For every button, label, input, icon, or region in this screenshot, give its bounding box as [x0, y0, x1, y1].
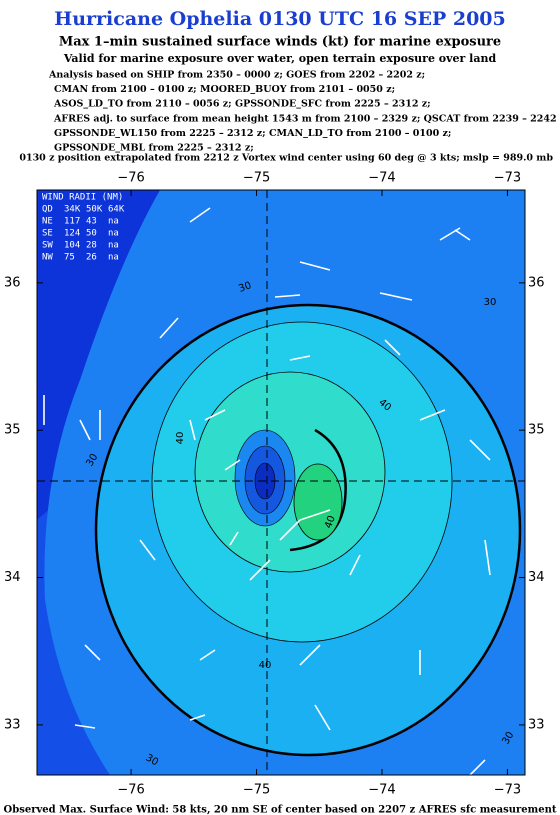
x-tick-label: −75 — [243, 783, 270, 798]
contour-label: 40 — [259, 660, 272, 671]
wind-vector — [229, 531, 239, 546]
wind-vector — [439, 227, 461, 241]
radii-cell: NE — [42, 217, 53, 227]
y-tick-label: 35 — [528, 423, 545, 438]
wind-vector — [84, 644, 101, 661]
radii-cell: 28 — [86, 241, 97, 251]
x-tick-label: −74 — [368, 783, 395, 798]
radii-cell: QD — [42, 205, 53, 215]
x-tick-label: −75 — [243, 171, 270, 186]
wind-vector — [484, 539, 491, 576]
wind-vector — [289, 355, 311, 361]
wind-vector — [299, 261, 331, 271]
wind-vector — [299, 509, 331, 521]
radii-title: WIND RADII (NM) — [42, 193, 123, 203]
wind-vector — [299, 644, 321, 666]
map-area — [37, 190, 525, 775]
radii-cell: 117 — [64, 217, 80, 227]
wind-vector — [139, 539, 156, 561]
wind-vector — [454, 229, 471, 241]
wind-vector — [279, 519, 301, 541]
y-tick-label: 33 — [528, 717, 545, 732]
radii-cell: 50K — [86, 205, 103, 215]
y-tick-label: 33 — [4, 717, 21, 732]
wind-vector — [379, 292, 413, 301]
radii-cell: SE — [42, 229, 53, 239]
radii-cell: 104 — [64, 241, 80, 251]
frame — [36, 189, 526, 776]
wind-vector — [79, 419, 91, 441]
y-tick-label: 35 — [4, 423, 21, 438]
wind-vector — [349, 554, 361, 576]
contour-label: 40 — [175, 432, 186, 445]
x-tick-label: −76 — [117, 171, 144, 186]
contour-50-thick — [289, 428, 347, 552]
radii-cell: 64K — [108, 205, 125, 215]
contour-label: 40 — [323, 514, 338, 530]
wind-vector — [189, 714, 206, 721]
radii-cell: 124 — [64, 229, 80, 239]
wind-vector — [469, 759, 486, 775]
x-tick-label: −73 — [494, 783, 521, 798]
radii-cell: 50 — [86, 229, 97, 239]
validity: Valid for marine exposure over water, op… — [63, 52, 497, 65]
radii-cell: SW — [42, 241, 53, 251]
wind-vector — [199, 649, 216, 661]
wind-vector — [159, 317, 179, 339]
radii-cell: 75 — [64, 253, 75, 263]
footer: Observed Max. Surface Wind: 58 kts, 20 n… — [4, 805, 557, 815]
title: Hurricane Ophelia 0130 UTC 16 SEP 2005 — [54, 8, 505, 30]
analysis-line: Analysis based on SHIP from 2350 – 0000 … — [48, 70, 425, 81]
y-tick-label: 36 — [4, 275, 21, 290]
y-tick-label: 36 — [528, 275, 545, 290]
x-tick-label: −73 — [494, 171, 521, 186]
contour-55 — [293, 463, 343, 541]
radii-cell: na — [108, 217, 119, 227]
analysis-line: AFRES adj. to surface from mean height 1… — [53, 113, 560, 124]
position-note: 0130 z position extrapolated from 2212 z… — [19, 153, 553, 164]
analysis-line: CMAN from 2100 – 0100 z; MOORED_BUOY fro… — [54, 84, 395, 95]
wind-vectors — [43, 207, 491, 775]
wind-vector — [384, 339, 401, 356]
subtitle: Max 1–min sustained surface winds (kt) f… — [59, 35, 501, 50]
wind-vector — [224, 459, 241, 471]
contour-label: 30 — [484, 297, 497, 308]
analysis-line: ASOS_LD_TO from 2110 – 0056 z; GPSSONDE_… — [53, 99, 431, 110]
wind-vector — [189, 207, 211, 223]
wind-vector — [204, 409, 226, 421]
analysis-line: GPSSONDE_WL150 from 2225 – 2312 z; CMAN_… — [54, 128, 451, 139]
y-tick-label: 34 — [528, 570, 545, 585]
wind-vector — [419, 409, 446, 421]
radii-cell: 34K — [64, 205, 81, 215]
x-tick-label: −74 — [368, 171, 395, 186]
wind-vector — [274, 294, 301, 298]
wind-vector — [249, 559, 271, 581]
y-tick-label: 34 — [4, 570, 21, 585]
analysis-line: GPSSONDE_MBL from 2225 – 2312 z; — [54, 143, 254, 154]
radii-cell: na — [108, 253, 119, 263]
wind-vector — [74, 724, 96, 729]
radii-cell: 43 — [86, 217, 97, 227]
wind-vector — [314, 704, 331, 731]
contour-label: 30 — [237, 280, 253, 295]
radii-cell: 26 — [86, 253, 97, 263]
radii-cell: NW — [42, 253, 53, 263]
wind-vector — [189, 419, 196, 441]
radii-cell: na — [108, 241, 119, 251]
wind-vector — [469, 439, 491, 461]
radii-cell: na — [108, 229, 119, 239]
x-tick-label: −76 — [117, 783, 144, 798]
